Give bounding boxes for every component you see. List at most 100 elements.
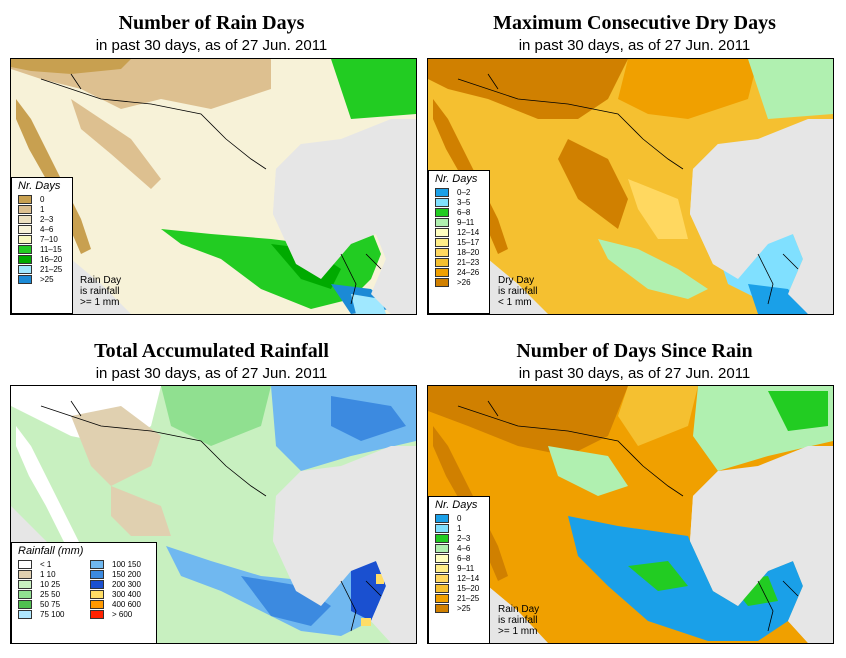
- legend-label: 150 200: [112, 569, 141, 579]
- legend-label: 15–17: [457, 237, 480, 247]
- legend-label: 4–6: [40, 224, 54, 234]
- legend-item: 11–15: [12, 244, 72, 254]
- panel-subtitle: in past 30 days, as of 27 Jun. 2011: [518, 37, 751, 54]
- legend-item: 0–2: [429, 187, 489, 197]
- rain-day-note: Rain Day is rainfall >= 1 mm: [498, 604, 540, 637]
- panel-title: Number of Rain Days: [118, 12, 305, 34]
- legend-swatch: [90, 599, 104, 609]
- legend-swatch: [18, 244, 32, 254]
- legend-swatch: [90, 589, 104, 599]
- legend-swatch: [435, 227, 449, 237]
- legend-label: 75 100: [40, 609, 65, 619]
- legend-item: >25: [429, 603, 489, 613]
- legend-swatch: [435, 513, 449, 523]
- legend-label: 0–2: [457, 187, 471, 197]
- legend-swatch: [18, 559, 32, 569]
- legend-label: >25: [40, 274, 54, 284]
- legend-swatch: [18, 254, 32, 264]
- legend-swatch: [18, 599, 32, 609]
- map-since-rain: [427, 385, 834, 644]
- legend-swatch: [435, 533, 449, 543]
- legend-item: 400 600: [84, 599, 156, 609]
- legend-label: < 1: [40, 559, 52, 569]
- legend-label: 25 50: [40, 589, 61, 599]
- legend-item: 0: [429, 513, 489, 523]
- legend-item: 150 200: [84, 569, 156, 579]
- legend-title: Nr. Days: [18, 180, 61, 192]
- legend-swatch: [18, 579, 32, 589]
- legend-item: 12–14: [429, 227, 489, 237]
- legend-item: 1 10: [12, 569, 84, 579]
- legend-label: 3–5: [457, 197, 471, 207]
- legend-title: Nr. Days: [435, 173, 478, 185]
- panel-rain-days: Number of Rain Days in past 30 days, as …: [0, 0, 423, 329]
- legend-swatch: [435, 583, 449, 593]
- legend-swatch: [435, 257, 449, 267]
- legend-swatch: [90, 609, 104, 619]
- legend-label: 10 25: [40, 579, 61, 589]
- legend-item: 21–23: [429, 257, 489, 267]
- legend-item: 9–11: [429, 563, 489, 573]
- dry-day-note: Dry Day is rainfall < 1 mm: [498, 275, 538, 308]
- legend-item: 15–20: [429, 583, 489, 593]
- legend-swatch: [435, 573, 449, 583]
- legend-item: 25 50: [12, 589, 84, 599]
- legend-swatch: [435, 523, 449, 533]
- legend-swatch: [435, 267, 449, 277]
- legend-item: 300 400: [84, 589, 156, 599]
- legend-label: > 600: [112, 609, 133, 619]
- map-dry-days: [427, 58, 834, 315]
- legend-label: 50 75: [40, 599, 61, 609]
- legend-label: >25: [457, 603, 471, 613]
- legend-swatch: [435, 207, 449, 217]
- legend-swatch: [90, 569, 104, 579]
- panel-title: Maximum Consecutive Dry Days: [493, 12, 776, 34]
- legend-title: Nr. Days: [435, 499, 478, 511]
- legend-swatch: [435, 247, 449, 257]
- legend-swatch: [435, 217, 449, 227]
- panel-title: Number of Days Since Rain: [516, 340, 753, 362]
- legend-item: > 600: [84, 609, 156, 619]
- legend-item: 16–20: [12, 254, 72, 264]
- legend-item: 7–10: [12, 234, 72, 244]
- legend-item: 15–17: [429, 237, 489, 247]
- legend-label: 1: [40, 204, 45, 214]
- legend-swatch: [435, 237, 449, 247]
- legend-item: >25: [12, 274, 72, 284]
- legend-swatch: [18, 589, 32, 599]
- legend-swatch: [435, 197, 449, 207]
- legend-item: 200 300: [84, 579, 156, 589]
- legend-swatch: [18, 204, 32, 214]
- legend-label: 15–20: [457, 583, 480, 593]
- legend-label: 100 150: [112, 559, 141, 569]
- legend-item: 100 150: [84, 559, 156, 569]
- legend-swatch: [18, 274, 32, 284]
- legend-item: < 1: [12, 559, 84, 569]
- legend-item: 6–8: [429, 207, 489, 217]
- legend-title: Rainfall (mm): [18, 545, 84, 557]
- legend-label: 21–23: [457, 257, 480, 267]
- legend-label: 12–14: [457, 227, 480, 237]
- legend-item: 4–6: [12, 224, 72, 234]
- legend-label: 2–3: [457, 533, 471, 543]
- legend-since-rain: Nr. Days 0 1 2–3 4–6 6–8 9–11 12–14 15–20 21–25 >…: [428, 496, 490, 644]
- legend-label: 4–6: [457, 543, 471, 553]
- legend-label: 24–26: [457, 267, 480, 277]
- legend-item: 6–8: [429, 553, 489, 563]
- legend-item: 1: [12, 204, 72, 214]
- panel-subtitle: in past 30 days, as of 27 Jun. 2011: [95, 37, 328, 54]
- legend-label: 9–11: [457, 563, 475, 573]
- legend-swatch: [435, 593, 449, 603]
- legend-item: 21–25: [429, 593, 489, 603]
- legend-swatch: [18, 214, 32, 224]
- legend-item: 1: [429, 523, 489, 533]
- map-rain-days: [10, 58, 417, 315]
- legend-item: 2–3: [12, 214, 72, 224]
- legend-label: >26: [457, 277, 471, 287]
- legend-label: 6–8: [457, 553, 471, 563]
- legend-label: 12–14: [457, 573, 480, 583]
- legend-swatch: [435, 543, 449, 553]
- legend-label: 21–25: [457, 593, 480, 603]
- legend-item: 12–14: [429, 573, 489, 583]
